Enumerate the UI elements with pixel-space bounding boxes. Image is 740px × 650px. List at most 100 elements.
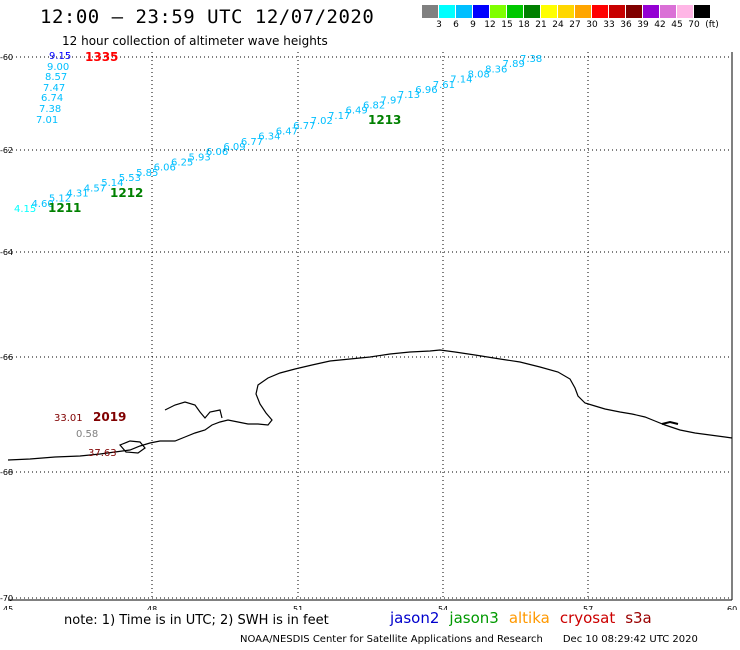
longitude-tick-label: 60 (727, 605, 737, 610)
swh-observation: 4.57 (84, 183, 106, 194)
longitude-tick-label: 51 (293, 605, 303, 610)
longitude-tick-label: 54 (438, 605, 448, 610)
map-title: 12:00 – 23:59 UTC 12/07/2020 (40, 6, 375, 28)
antarctic-coastline (7, 349, 733, 461)
swh-observation: 37.63 (88, 448, 117, 459)
longitude-tick-label: 45 (3, 605, 13, 610)
color-scale-tick: 30 (586, 20, 598, 30)
color-scale-swatch (490, 5, 507, 18)
pass-time-label: 2019 (93, 410, 126, 424)
latitude-tick-label: -64 (0, 248, 13, 257)
mission-legend: jason2 jason3 altika cryosat s3a (390, 609, 662, 627)
map-axes (8, 52, 733, 601)
swh-observation: 6.77 (241, 137, 263, 148)
pass-time-label: 1212 (110, 186, 143, 200)
color-scale-swatch (524, 5, 541, 18)
swh-observation: 6.96 (415, 85, 437, 96)
swh-observation: 6.06 (154, 163, 176, 174)
swh-observation: 5.12 (49, 194, 71, 205)
color-scale-tick: 33 (603, 20, 615, 30)
swh-observation: 5.14 (101, 178, 123, 189)
swh-observation: 7.47 (43, 83, 65, 94)
swh-observation: 0.58 (76, 429, 98, 440)
swh-observation: 4.31 (66, 188, 88, 199)
color-scale-swatch (626, 5, 643, 18)
swh-observation: 6.74 (41, 93, 63, 104)
latitude-tick-label: -66 (0, 353, 13, 362)
swh-observation: 7.61 (433, 80, 455, 91)
coastline-path (7, 349, 733, 461)
swh-observation: 8.36 (485, 64, 507, 75)
color-scale-swatch (660, 5, 677, 18)
swh-observation: 7.38 (520, 54, 542, 65)
swh-observation: 9.15 (49, 51, 71, 62)
ice-fragment (661, 420, 679, 425)
color-scale-tick: 3 (436, 20, 442, 30)
swh-observation: 5.85 (136, 168, 158, 179)
swh-observation: 7.14 (450, 75, 472, 86)
swh-observation: 8.08 (468, 70, 490, 81)
color-scale-swatch (439, 5, 456, 18)
longitude-tick-label: 57 (583, 605, 593, 610)
swh-observation: 7.89 (503, 59, 525, 70)
color-scale-tick: 12 (484, 20, 496, 30)
swh-observation: 9.00 (47, 62, 69, 73)
generated-timestamp: Dec 10 08:29:42 UTC 2020 (562, 634, 698, 645)
pass-time-label: 1211 (48, 201, 81, 215)
pass-time-label: 1335 (85, 50, 118, 64)
color-scale-swatch (507, 5, 524, 18)
swh-observation: 6.25 (171, 157, 193, 168)
color-scale-tick: 6 (453, 20, 459, 30)
swh-observation: 6.09 (223, 142, 245, 153)
swh-observation: 7.17 (328, 111, 350, 122)
color-scale-tick: 9 (470, 20, 476, 30)
color-scale-swatch (541, 5, 558, 18)
wave-height-observations: 9.159.008.577.476.747.387.0113354.154.60… (14, 50, 542, 459)
color-scale-swatch (473, 5, 490, 18)
swh-observation: 6.82 (363, 101, 385, 112)
color-scale-tick: 39 (637, 20, 649, 30)
swh-observation: 7.01 (36, 115, 58, 126)
map-grid (8, 52, 732, 600)
color-scale-tick: 42 (654, 20, 666, 30)
swh-observation: 4.60 (31, 199, 53, 210)
color-scale-swatch (575, 5, 592, 18)
color-scale-swatch (592, 5, 609, 18)
color-scale-swatch (677, 5, 694, 18)
swh-observation: 6.34 (258, 132, 280, 143)
color-scale-tick: 70 (688, 20, 700, 30)
color-scale-swatch (694, 5, 711, 18)
swh-observation: 7.13 (398, 90, 420, 101)
swh-observation: 6.06 (206, 147, 228, 158)
color-scale-swatches (422, 5, 740, 18)
swh-observation: 6.47 (276, 126, 298, 137)
color-scale-labels: 3 6 9 12 15 18 21 24 27 30 33 36 39 42 45 70 (ft) (422, 18, 740, 32)
axis-tick-labels: -60 -62 -64 -66 -68 -70 45 48 51 54 57 60 (0, 53, 737, 610)
swh-observation: 5.93 (188, 152, 210, 163)
wave-height-color-scale: 3 6 9 12 15 18 21 24 27 30 33 36 39 42 45 70 (ft) (422, 5, 740, 32)
swh-observation: 6.49 (346, 106, 368, 117)
color-scale-swatch (422, 5, 439, 18)
latitude-tick-label: -70 (0, 594, 13, 603)
latitude-tick-label: -60 (0, 53, 13, 62)
coastline-bay (164, 401, 223, 419)
credit-line: NOAA/NESDIS Center for Satellite Applica… (240, 634, 698, 645)
color-scale-tick: 21 (535, 20, 547, 30)
color-scale-swatch (609, 5, 626, 18)
swh-observation: 4.15 (14, 204, 36, 215)
color-scale-tick: 45 (671, 20, 683, 30)
coastal-island (118, 440, 146, 454)
footnote: note: 1) Time is in UTC; 2) SWH is in fe… (64, 613, 329, 628)
pass-time-label: 1213 (368, 113, 401, 127)
latitude-tick-label: -62 (0, 146, 13, 155)
mission-altika: altika (508, 609, 550, 627)
swh-observation: 7.97 (380, 95, 402, 106)
mission-cryosat: cryosat (559, 609, 616, 627)
color-scale-tick: 15 (501, 20, 513, 30)
color-scale-swatch (643, 5, 660, 18)
color-scale-unit: (ft) (705, 20, 719, 30)
color-scale-tick: 27 (569, 20, 581, 30)
color-scale-swatch (456, 5, 473, 18)
color-scale-swatch (558, 5, 575, 18)
